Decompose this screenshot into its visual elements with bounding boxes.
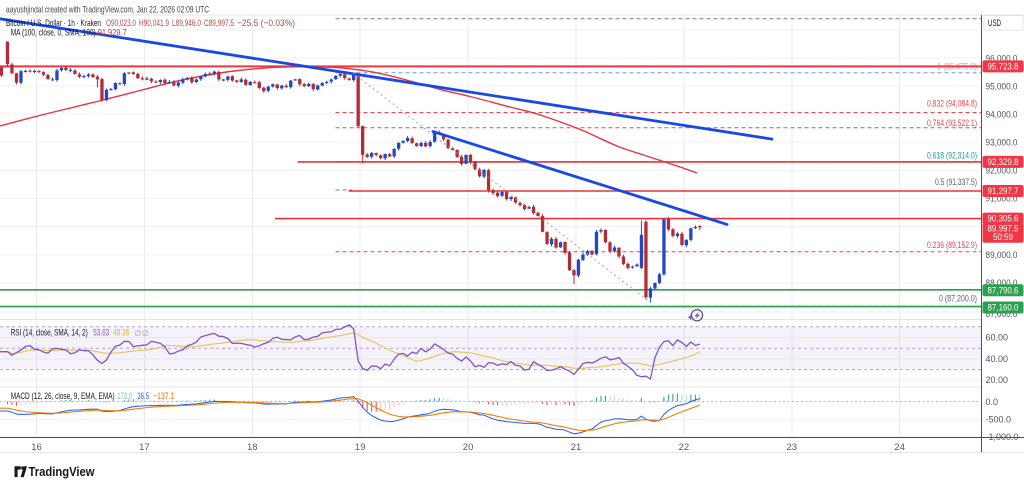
svg-text:RSI (14, close, SMA, 14, 2): RSI (14, close, SMA, 14, 2) — [11, 328, 88, 339]
svg-text:Bitcoin / U.S. Dollar · 1h · K: Bitcoin / U.S. Dollar · 1h · Kraken — [6, 18, 101, 29]
svg-text:94,000.0: 94,000.0 — [986, 110, 1018, 120]
svg-text:0.618 (92,314.0): 0.618 (92,314.0) — [927, 150, 977, 161]
svg-text:aayushjindal created with Trad: aayushjindal created with TradingView.co… — [6, 4, 209, 15]
svg-text:H90,041.9: H90,041.9 — [139, 18, 169, 29]
svg-text:89,000.0: 89,000.0 — [986, 250, 1018, 260]
svg-text:87,160.0: 87,160.0 — [988, 303, 1019, 313]
svg-text:92,329.8: 92,329.8 — [988, 157, 1019, 167]
svg-text:17: 17 — [139, 442, 150, 453]
svg-text:90,305.6: 90,305.6 — [988, 214, 1019, 224]
svg-text:50:59: 50:59 — [993, 232, 1013, 242]
svg-text:19: 19 — [355, 442, 366, 453]
svg-text:0.5 (91,337.5): 0.5 (91,337.5) — [935, 177, 977, 188]
svg-text:∅: ∅ — [135, 329, 142, 338]
svg-text:−25.5 (−0.03%): −25.5 (−0.03%) — [237, 18, 295, 29]
svg-text:173.0: 173.0 — [117, 391, 132, 402]
svg-text:87,000.0: 87,000.0 — [986, 309, 1018, 319]
svg-text:87,790.6: 87,790.6 — [988, 286, 1019, 296]
svg-text:−137.1: −137.1 — [153, 391, 174, 402]
svg-text:USD: USD — [988, 18, 1001, 28]
svg-text:1 (95,475.0): 1 (95,475.0) — [937, 61, 977, 72]
svg-text:88,000.0: 88,000.0 — [986, 278, 1018, 288]
svg-text:18: 18 — [247, 442, 258, 453]
svg-text:0.764 (93,522.1): 0.764 (93,522.1) — [927, 118, 977, 129]
svg-text:95,723.8: 95,723.8 — [988, 62, 1019, 72]
svg-text:MACD (12, 26, close, 9, EMA, E: MACD (12, 26, close, 9, EMA, EMA) — [11, 391, 115, 402]
svg-text:0.236 (89,152.9): 0.236 (89,152.9) — [927, 240, 977, 251]
svg-text:95,000.0: 95,000.0 — [986, 82, 1018, 92]
svg-text:C89,997.5: C89,997.5 — [204, 18, 234, 29]
svg-text:20.00: 20.00 — [986, 375, 1009, 385]
svg-text:23: 23 — [787, 442, 798, 453]
svg-text:89,997.5: 89,997.5 — [988, 224, 1019, 234]
svg-text:0 (87,200.0): 0 (87,200.0) — [939, 293, 977, 304]
svg-text:91,297.7: 91,297.7 — [988, 186, 1019, 196]
svg-text:48.38: 48.38 — [113, 328, 129, 339]
svg-text:36.5: 36.5 — [137, 391, 149, 402]
svg-text:96,000.0: 96,000.0 — [986, 53, 1018, 63]
svg-text:O90,023.0: O90,023.0 — [106, 18, 136, 29]
svg-text:40.00: 40.00 — [986, 354, 1009, 364]
svg-text:21: 21 — [571, 442, 582, 453]
svg-text:∅: ∅ — [142, 329, 149, 338]
svg-text:93,000.0: 93,000.0 — [986, 138, 1018, 148]
svg-text:TradingView: TradingView — [29, 464, 96, 479]
svg-text:0.0: 0.0 — [986, 397, 999, 407]
svg-text:92,000.0: 92,000.0 — [986, 166, 1018, 176]
svg-text:22: 22 — [679, 442, 690, 453]
svg-text:60.00: 60.00 — [986, 333, 1009, 343]
svg-text:16: 16 — [31, 442, 42, 453]
svg-text:91,929.7: 91,929.7 — [98, 28, 127, 39]
svg-text:-1,000.0: -1,000.0 — [986, 432, 1019, 442]
svg-text:20: 20 — [463, 442, 474, 453]
svg-text:0.832 (94,084.8): 0.832 (94,084.8) — [927, 99, 977, 110]
svg-text:53.63: 53.63 — [93, 328, 109, 339]
svg-text:24: 24 — [894, 442, 905, 453]
svg-text:-500.0: -500.0 — [986, 415, 1012, 425]
svg-text:MA (100, close, 0, SMA, 100): MA (100, close, 0, SMA, 100) — [11, 28, 96, 39]
svg-text:91,000.0: 91,000.0 — [986, 194, 1018, 204]
svg-text:L89,946.0: L89,946.0 — [172, 18, 201, 29]
